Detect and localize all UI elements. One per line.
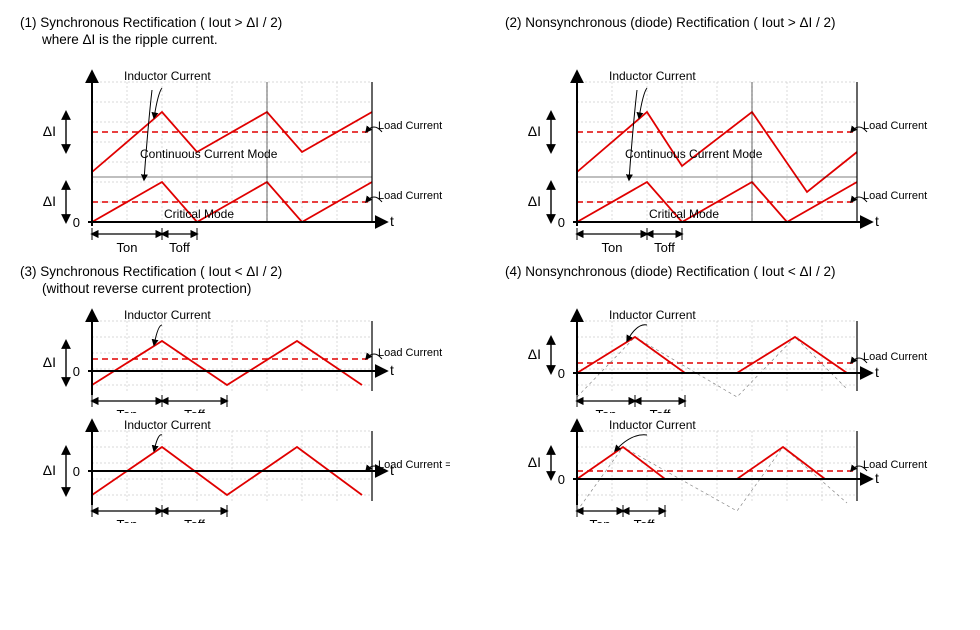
panel-2-title: (2) Nonsynchronous (diode) Rectification… (505, 15, 960, 30)
panel-3-chart-a: t 0 ΔI Ton Toff Inductor Current Load Current (20, 303, 450, 413)
svg-text:Load Current: Load Current (863, 190, 927, 202)
svg-text:t: t (875, 213, 879, 229)
svg-text:0: 0 (73, 215, 80, 230)
svg-text:Load Current: Load Current (863, 120, 927, 132)
svg-text:ΔI: ΔI (528, 193, 541, 209)
panel-1-title: (1) Synchronous Rectification ( Iout > Δ… (20, 15, 475, 30)
svg-text:Load Current: Load Current (378, 190, 442, 202)
svg-text:Ton: Ton (596, 407, 617, 413)
svg-text:Toff: Toff (650, 407, 671, 413)
svg-text:Ton: Ton (590, 517, 611, 523)
svg-text:ΔI: ΔI (43, 123, 56, 139)
panel-3: (3) Synchronous Rectification ( Iout < Δ… (20, 264, 475, 523)
panel-1-subtitle: where ΔI is the ripple current. (42, 32, 475, 48)
panel-4-title: (4) Nonsynchronous (diode) Rectification… (505, 264, 960, 279)
svg-text:t: t (875, 470, 879, 486)
svg-text:Ton: Ton (117, 517, 138, 523)
panel-3-title: (3) Synchronous Rectification ( Iout < Δ… (20, 264, 475, 279)
svg-text:Inductor Current: Inductor Current (609, 69, 696, 83)
svg-text:Inductor Current: Inductor Current (609, 418, 696, 432)
svg-text:Inductor Current: Inductor Current (124, 69, 211, 83)
svg-text:0: 0 (73, 464, 80, 479)
svg-text:t: t (875, 364, 879, 380)
panel-4: (4) Nonsynchronous (diode) Rectification… (505, 264, 960, 523)
svg-text:ΔI: ΔI (43, 193, 56, 209)
svg-text:0: 0 (73, 364, 80, 379)
panel-4-subtitle (527, 281, 960, 297)
svg-text:Continuous Current Mode: Continuous Current Mode (140, 147, 278, 161)
svg-text:Critical Mode: Critical Mode (164, 207, 234, 221)
svg-text:Toff: Toff (184, 407, 205, 413)
svg-text:Ton: Ton (117, 240, 138, 254)
svg-text:Load Current: Load Current (863, 459, 927, 471)
svg-text:Ton: Ton (602, 240, 623, 254)
panel-4-chart-a: t 0 ΔI Ton Toff Inductor Current Load Current (505, 303, 935, 413)
svg-text:Toff: Toff (169, 240, 190, 254)
svg-text:Continuous Current Mode: Continuous Current Mode (625, 147, 763, 161)
svg-text:Toff: Toff (654, 240, 675, 254)
svg-text:t: t (390, 362, 394, 378)
svg-text:Inductor Current: Inductor Current (124, 418, 211, 432)
panel-2-subtitle (527, 32, 960, 48)
panel-3-chart-b: t0ΔITonToffInductor CurrentLoad Current … (20, 413, 450, 523)
svg-text:ΔI: ΔI (528, 123, 541, 139)
panel-1: (1) Synchronous Rectification ( Iout > Δ… (20, 15, 475, 254)
svg-text:0: 0 (558, 366, 565, 381)
svg-text:0: 0 (558, 472, 565, 487)
svg-text:ΔI: ΔI (528, 454, 541, 470)
svg-text:Load Current: Load Current (863, 351, 927, 363)
panel-1-chart: t 0 ΔI ΔI Ton Toff Inductor Current Load Curren… (20, 54, 450, 254)
svg-text:Load Current: Load Current (378, 120, 442, 132)
svg-text:ΔI: ΔI (43, 462, 56, 478)
svg-text:Load Current: Load Current (378, 347, 442, 359)
panel-2-chart: t 0 ΔI ΔI Ton Toff Inductor Current Load Curren… (505, 54, 935, 254)
svg-text:ΔI: ΔI (43, 354, 56, 370)
svg-text:Inductor Current: Inductor Current (124, 308, 211, 322)
svg-text:Critical Mode: Critical Mode (649, 207, 719, 221)
diagram-grid: (1) Synchronous Rectification ( Iout > Δ… (20, 15, 960, 523)
panel-4-chart-b: t 0 ΔI Ton Toff Inductor Current Load Current (505, 413, 935, 523)
svg-text:Inductor Current: Inductor Current (609, 308, 696, 322)
svg-text:ΔI: ΔI (528, 346, 541, 362)
panel-3-subtitle: (without reverse current protection) (42, 281, 475, 297)
svg-text:0: 0 (558, 215, 565, 230)
svg-text:Toff: Toff (634, 517, 655, 523)
svg-text:t: t (390, 213, 394, 229)
panel-2: (2) Nonsynchronous (diode) Rectification… (505, 15, 960, 254)
svg-text:Load Current = 0: Load Current = 0 (378, 459, 450, 471)
svg-text:Toff: Toff (184, 517, 205, 523)
svg-text:Ton: Ton (117, 407, 138, 413)
